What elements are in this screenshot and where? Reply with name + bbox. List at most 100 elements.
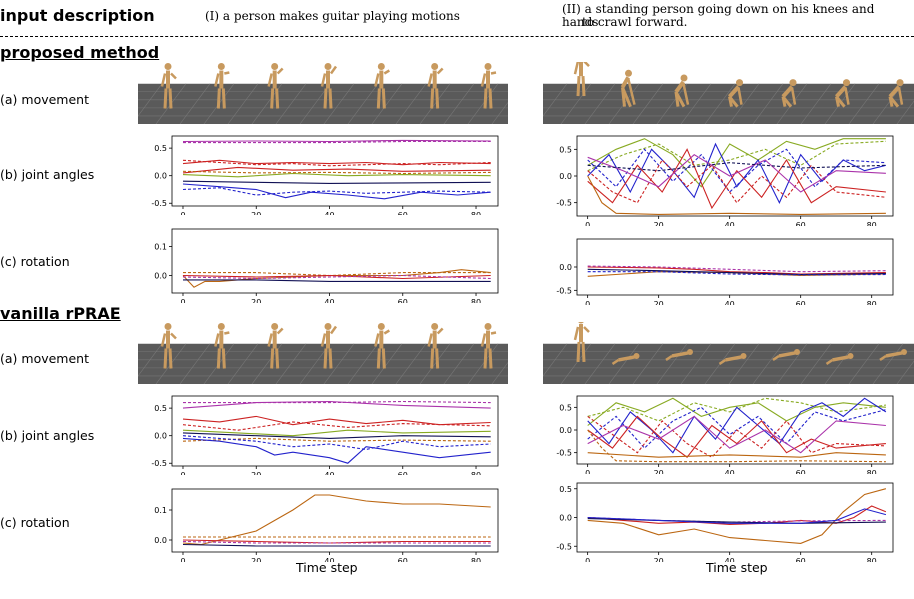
- figure-standing: [427, 63, 444, 109]
- movement-scene-vanilla-II: [543, 322, 914, 384]
- floor-grid-line: [656, 83, 688, 124]
- floor-grid-line: [896, 360, 914, 384]
- x-tick-label: 60: [796, 469, 806, 474]
- y-tick-label: 0.0: [154, 272, 167, 281]
- x-tick-label: 0: [180, 211, 185, 215]
- chart-proposed-II-joint-angles: 0 20 40 60 80 0.5 0.0 -0.5: [556, 135, 894, 226]
- floor-grid-line: [323, 83, 355, 124]
- floor-grid-line: [443, 83, 475, 124]
- y-tick-label: 0.5: [154, 144, 167, 153]
- row-label-joint-angles-proposed: (b) joint angles: [0, 167, 95, 182]
- floor-grid-line: [680, 83, 712, 124]
- x-tick-label: 40: [725, 300, 735, 305]
- series-line-red2: [182, 421, 491, 431]
- figure-standing: [427, 323, 444, 369]
- floor-grid-line: [800, 343, 832, 384]
- series-line-navy: [182, 543, 491, 547]
- x-tick-label: 80: [471, 557, 481, 562]
- series-line-red2: [182, 159, 491, 167]
- x-tick-label: 20: [654, 300, 664, 305]
- chart-vanilla-I-joint-angles: 0 20 40 60 80 0.5 0.0 -0.5: [151, 395, 499, 475]
- series-line-purple: [182, 274, 491, 280]
- floor-grid-line: [872, 343, 904, 384]
- series-line-green: [182, 429, 491, 437]
- series-line-navy: [183, 279, 491, 282]
- series-line-blue1: [182, 183, 491, 200]
- figure-crawling: [674, 74, 690, 108]
- floor-grid-line: [584, 83, 616, 124]
- x-tick-label: 0: [585, 469, 590, 474]
- x-tick-label: 60: [398, 557, 408, 562]
- movement-scene-proposed-II: [543, 62, 914, 124]
- x-tick-label: 40: [324, 211, 334, 215]
- y-tick-label: 0.1: [154, 242, 167, 251]
- section-vanilla-rprae: vanilla rPRAE: [0, 304, 121, 323]
- series-line-purple: [182, 540, 491, 544]
- figure-fallen: [718, 352, 747, 366]
- series-line-orange: [587, 175, 886, 215]
- x-tick-label: 20: [251, 471, 261, 475]
- floor-grid-line: [560, 343, 592, 384]
- figure-fallen: [772, 348, 800, 362]
- series-line-orange: [182, 269, 491, 288]
- x-tick-label: 40: [324, 298, 334, 303]
- floor-grid-line: [443, 343, 475, 384]
- floor-grid-line: [848, 83, 880, 124]
- floor-grid-line: [632, 343, 664, 384]
- x-tick-label: 0: [585, 557, 590, 562]
- series-line-purple: [587, 265, 886, 273]
- floor-grid-line: [491, 362, 508, 384]
- figure-fallen: [825, 352, 854, 366]
- floor: [543, 343, 914, 384]
- series-line-orange: [182, 170, 491, 175]
- plot-frame: [171, 228, 499, 294]
- chart-vanilla-II-joint-angles: 0 20 40 60 80 0.5 0.0 -0.5: [556, 395, 894, 474]
- series-line-red3: [182, 166, 491, 174]
- x-tick-label: 60: [796, 221, 806, 226]
- series-line-orange: [587, 429, 886, 463]
- description-right-line1: (II) a standing person going down on his…: [562, 2, 875, 29]
- x-tick-label: 60: [796, 557, 806, 562]
- series-line-green: [587, 397, 886, 426]
- floor-grid-line: [560, 83, 592, 124]
- floor-grid-line: [824, 343, 856, 384]
- y-tick-label: -0.5: [151, 199, 167, 208]
- x-tick-label: 20: [654, 469, 664, 474]
- y-tick-label: 0.5: [559, 145, 572, 154]
- figure-standing: [480, 63, 497, 109]
- series-line-red: [182, 274, 491, 280]
- floor-grid-line: [347, 343, 379, 384]
- y-tick-label: -0.5: [151, 459, 167, 468]
- figure-fallen: [665, 348, 693, 362]
- x-tick-label: 40: [725, 557, 735, 562]
- figure-standing: [214, 323, 230, 369]
- figure-standing: [160, 63, 177, 109]
- movement-scene-proposed-I: [138, 63, 508, 124]
- floor-grid-line: [179, 343, 211, 384]
- xlabel-left: Time step: [296, 560, 358, 575]
- series-line-red: [587, 505, 887, 525]
- x-tick-label: 20: [251, 211, 261, 215]
- floor-grid-line: [275, 83, 307, 124]
- series-line-blue1: [182, 437, 491, 464]
- x-tick-label: 20: [654, 557, 664, 562]
- series-line-orange: [182, 494, 491, 546]
- series-line-navy: [182, 432, 491, 439]
- x-tick-label: 40: [324, 557, 334, 562]
- row-label-movement-vanilla: (a) movement: [0, 351, 89, 366]
- figure-standing: [160, 323, 177, 369]
- floor-grid-line: [728, 83, 760, 124]
- floor-grid-line: [138, 343, 163, 377]
- figure-standing: [267, 63, 284, 109]
- x-tick-label: 0: [585, 300, 590, 305]
- input-description-label: input description: [0, 6, 155, 25]
- series-line-red1: [182, 415, 491, 426]
- floor-grid-line: [800, 83, 832, 124]
- x-tick-label: 20: [251, 557, 261, 562]
- floor-grid-line: [419, 343, 451, 384]
- floor-grid-line: [467, 83, 499, 124]
- y-tick-label: 0.0: [559, 426, 572, 435]
- series-line-green: [587, 138, 886, 188]
- series-line-purple-dash: [183, 140, 491, 144]
- series-line-purple: [587, 415, 886, 454]
